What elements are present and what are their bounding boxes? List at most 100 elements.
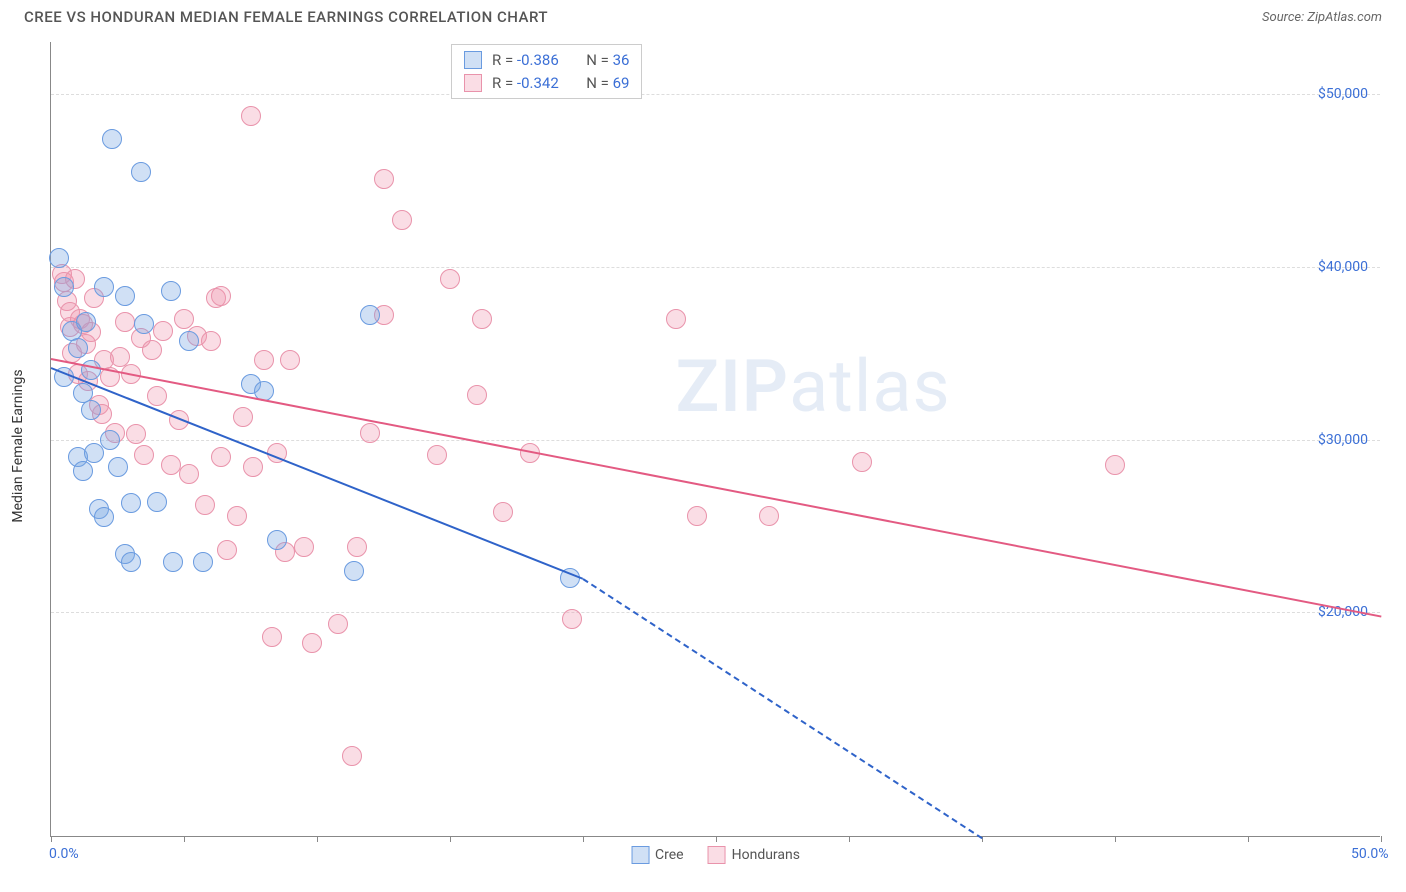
scatter-point-cree [94, 507, 114, 527]
scatter-point-hondurans [347, 537, 367, 557]
chart-title: CREE VS HONDURAN MEDIAN FEMALE EARNINGS … [24, 8, 548, 26]
gridline [51, 440, 1380, 441]
x-tick-mark [317, 836, 318, 842]
scatter-point-hondurans [233, 407, 253, 427]
x-tick-mark [716, 836, 717, 842]
x-tick-label: 0.0% [49, 846, 79, 862]
x-tick-mark [1248, 836, 1249, 842]
x-tick-mark [1381, 836, 1382, 842]
x-tick-mark [583, 836, 584, 842]
scatter-point-hondurans [440, 269, 460, 289]
stats-row-cree: R = -0.386 N = 36 [464, 49, 629, 72]
x-tick-mark [450, 836, 451, 842]
legend-label: Cree [655, 847, 684, 863]
scatter-point-cree [134, 314, 154, 334]
scatter-point-hondurans [562, 609, 582, 629]
scatter-point-hondurans [161, 455, 181, 475]
swatch-cree [464, 51, 482, 69]
scatter-point-hondurans [254, 350, 274, 370]
scatter-point-cree [76, 312, 96, 332]
regression-line-dashed-cree [582, 578, 982, 839]
stat-n-value: 69 [613, 74, 630, 92]
legend-label: Hondurans [732, 847, 800, 863]
scatter-point-hondurans [217, 540, 237, 560]
scatter-point-hondurans [195, 495, 215, 515]
scatter-point-cree [121, 493, 141, 513]
x-tick-mark [51, 836, 52, 842]
scatter-point-cree [100, 430, 120, 450]
scatter-point-hondurans [262, 627, 282, 647]
gridline [51, 612, 1380, 613]
scatter-point-hondurans [147, 386, 167, 406]
scatter-point-cree [54, 277, 74, 297]
swatch-hondurans [464, 74, 482, 92]
stat-n-label: N = 36 [586, 49, 629, 72]
scatter-point-hondurans [392, 210, 412, 230]
stat-n-label: N = 69 [586, 72, 629, 95]
x-tick-mark [184, 836, 185, 842]
x-tick-mark [849, 836, 850, 842]
scatter-point-hondurans [134, 445, 154, 465]
scatter-point-cree [163, 552, 183, 572]
scatter-point-cree [131, 162, 151, 182]
scatter-point-hondurans [374, 169, 394, 189]
scatter-point-hondurans [294, 537, 314, 557]
stats-row-hondurans: R = -0.342 N = 69 [464, 72, 629, 95]
scatter-point-hondurans [142, 340, 162, 360]
legend-item-hondurans: Hondurans [708, 846, 800, 864]
scatter-point-cree [94, 277, 114, 297]
scatter-point-cree [102, 129, 122, 149]
stat-n-value: 36 [613, 51, 630, 69]
scatter-point-hondurans [201, 331, 221, 351]
y-tick-label: $40,000 [1318, 259, 1368, 275]
scatter-point-hondurans [174, 309, 194, 329]
scatter-point-cree [267, 530, 287, 550]
scatter-point-hondurans [280, 350, 300, 370]
scatter-point-hondurans [243, 457, 263, 477]
bottom-legend: Cree Hondurans [631, 846, 800, 864]
scatter-point-cree [147, 492, 167, 512]
scatter-point-cree [49, 248, 69, 268]
scatter-point-hondurans [115, 312, 135, 332]
scatter-point-hondurans [472, 309, 492, 329]
y-tick-label: $50,000 [1318, 86, 1368, 102]
scatter-point-cree [108, 457, 128, 477]
swatch-cree [631, 846, 649, 864]
stat-r-value: -0.386 [517, 51, 559, 69]
scatter-point-hondurans [227, 506, 247, 526]
swatch-hondurans [708, 846, 726, 864]
scatter-point-cree [81, 400, 101, 420]
stat-r-label: R = -0.342 [492, 72, 559, 95]
y-axis-label: Median Female Earnings [10, 369, 26, 522]
stat-r-label: R = -0.386 [492, 49, 559, 72]
x-tick-label: 50.0% [1351, 846, 1389, 862]
scatter-point-hondurans [666, 309, 686, 329]
scatter-point-cree [344, 561, 364, 581]
scatter-point-hondurans [211, 447, 231, 467]
scatter-point-hondurans [342, 746, 362, 766]
scatter-point-hondurans [1105, 455, 1125, 475]
scatter-point-hondurans [687, 506, 707, 526]
watermark: ZIPatlas [676, 344, 951, 429]
stats-legend-box: R = -0.386 N = 36R = -0.342 N = 69 [451, 44, 642, 99]
scatter-point-hondurans [179, 464, 199, 484]
regression-line-hondurans [51, 358, 1381, 617]
chart-plot-area: ZIPatlas $20,000$30,000$40,000$50,0000.0… [50, 42, 1380, 837]
scatter-point-cree [161, 281, 181, 301]
scatter-point-hondurans [241, 106, 261, 126]
scatter-point-hondurans [360, 423, 380, 443]
chart-source: Source: ZipAtlas.com [1262, 10, 1382, 25]
scatter-point-cree [193, 552, 213, 572]
y-tick-label: $30,000 [1318, 432, 1368, 448]
scatter-point-hondurans [153, 321, 173, 341]
scatter-point-hondurans [427, 445, 447, 465]
stat-r-value: -0.342 [517, 74, 559, 92]
legend-item-cree: Cree [631, 846, 684, 864]
gridline [51, 267, 1380, 268]
scatter-point-hondurans [852, 452, 872, 472]
scatter-point-hondurans [493, 502, 513, 522]
scatter-point-cree [121, 552, 141, 572]
scatter-point-hondurans [126, 424, 146, 444]
scatter-point-hondurans [302, 633, 322, 653]
x-tick-mark [1115, 836, 1116, 842]
